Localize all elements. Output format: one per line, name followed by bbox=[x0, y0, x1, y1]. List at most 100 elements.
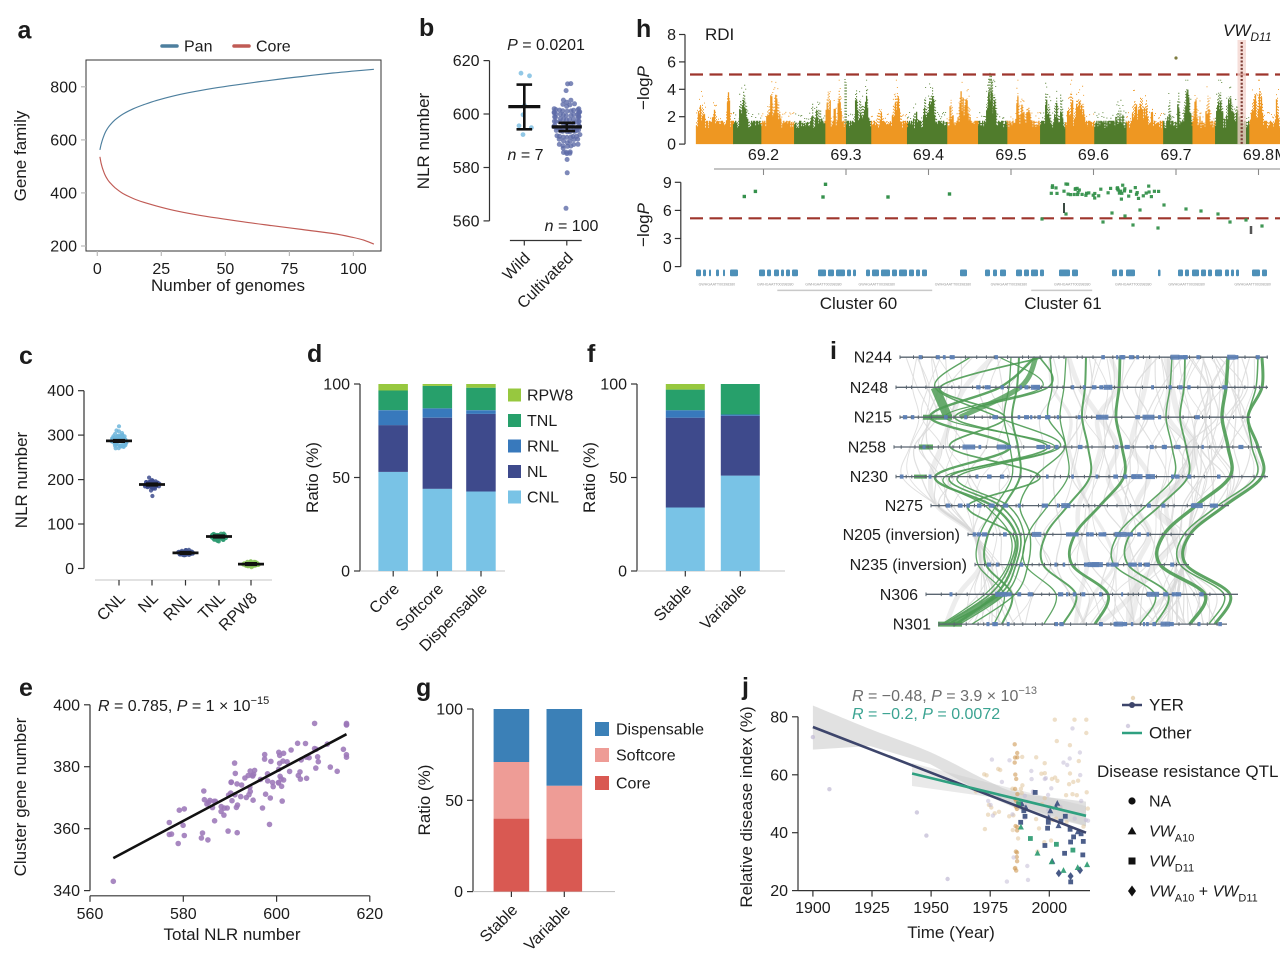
svg-text:CNL: CNL bbox=[527, 490, 559, 507]
svg-text:YER: YER bbox=[1149, 696, 1184, 715]
svg-text:h: h bbox=[636, 15, 651, 43]
svg-text:−logP: −logP bbox=[634, 202, 653, 247]
svg-text:100: 100 bbox=[47, 517, 74, 534]
svg-text:GWHGAATT00398380: GWHGAATT00398380 bbox=[859, 283, 896, 287]
svg-text:j: j bbox=[741, 673, 749, 701]
svg-text:Core: Core bbox=[256, 39, 291, 56]
svg-text:800: 800 bbox=[50, 79, 77, 96]
svg-text:100: 100 bbox=[436, 702, 463, 719]
svg-text:N258: N258 bbox=[848, 440, 886, 457]
svg-text:Core: Core bbox=[616, 776, 651, 793]
svg-text:n = 100: n = 100 bbox=[545, 218, 599, 235]
svg-text:50: 50 bbox=[445, 793, 463, 810]
svg-text:R = −0.2, P = 0.0072: R = −0.2, P = 0.0072 bbox=[852, 706, 1000, 723]
svg-text:300: 300 bbox=[47, 428, 74, 445]
svg-text:1925: 1925 bbox=[854, 900, 890, 917]
svg-text:N248: N248 bbox=[850, 380, 888, 397]
svg-text:580: 580 bbox=[453, 160, 480, 177]
svg-text:620: 620 bbox=[356, 906, 383, 923]
svg-text:340: 340 bbox=[53, 883, 80, 900]
svg-text:600: 600 bbox=[50, 132, 77, 149]
svg-text:50: 50 bbox=[609, 470, 627, 487]
svg-text:Disease resistance QTL: Disease resistance QTL bbox=[1097, 762, 1278, 781]
svg-text:NL: NL bbox=[527, 464, 548, 481]
svg-text:360: 360 bbox=[53, 821, 80, 838]
svg-text:i: i bbox=[830, 337, 837, 365]
svg-text:3: 3 bbox=[663, 231, 672, 248]
svg-text:Time (Year): Time (Year) bbox=[907, 923, 995, 942]
svg-text:Relative disease index (%): Relative disease index (%) bbox=[737, 706, 756, 907]
svg-text:69.4: 69.4 bbox=[913, 147, 944, 164]
svg-text:RNL: RNL bbox=[527, 439, 559, 456]
svg-text:RDI: RDI bbox=[705, 25, 734, 44]
svg-text:560: 560 bbox=[77, 906, 104, 923]
svg-text:69.6: 69.6 bbox=[1078, 147, 1109, 164]
svg-text:200: 200 bbox=[47, 472, 74, 489]
svg-text:VWD11: VWD11 bbox=[1149, 854, 1194, 875]
svg-text:d: d bbox=[307, 340, 322, 368]
svg-text:g: g bbox=[416, 674, 431, 702]
svg-text:600: 600 bbox=[263, 906, 290, 923]
svg-text:−logP: −logP bbox=[634, 65, 653, 110]
svg-text:Total NLR number: Total NLR number bbox=[163, 925, 300, 944]
svg-text:N215: N215 bbox=[854, 410, 892, 427]
svg-text:0: 0 bbox=[65, 561, 74, 578]
svg-text:Dispensable: Dispensable bbox=[616, 722, 704, 739]
svg-text:TNL: TNL bbox=[527, 413, 557, 430]
svg-text:400: 400 bbox=[53, 697, 80, 714]
svg-text:80: 80 bbox=[770, 709, 788, 726]
svg-text:P = 0.0201: P = 0.0201 bbox=[507, 37, 585, 54]
svg-text:69.8: 69.8 bbox=[1243, 147, 1274, 164]
svg-text:8: 8 bbox=[667, 27, 676, 44]
svg-text:Cluster 60: Cluster 60 bbox=[820, 294, 897, 313]
svg-text:N235 (inversion): N235 (inversion) bbox=[850, 557, 967, 574]
svg-text:600: 600 bbox=[453, 107, 480, 124]
svg-text:Gene family: Gene family bbox=[11, 110, 30, 201]
svg-text:Pan: Pan bbox=[184, 39, 212, 56]
svg-text:e: e bbox=[19, 674, 33, 702]
svg-text:50: 50 bbox=[332, 470, 350, 487]
svg-text:GWHGAATT00398380: GWHGAATT00398380 bbox=[1168, 283, 1205, 287]
svg-text:2000: 2000 bbox=[1032, 900, 1068, 917]
svg-text:620: 620 bbox=[453, 53, 480, 70]
svg-text:NLR number: NLR number bbox=[12, 431, 31, 528]
svg-text:0: 0 bbox=[663, 259, 672, 276]
svg-text:0: 0 bbox=[618, 564, 627, 581]
svg-text:VWD11: VWD11 bbox=[1223, 21, 1272, 44]
svg-text:VWA10 + VWD11: VWA10 + VWD11 bbox=[1149, 884, 1258, 905]
svg-text:100: 100 bbox=[323, 377, 350, 394]
svg-text:R = 0.785, P = 1 × 10−15: R = 0.785, P = 1 × 10−15 bbox=[98, 695, 269, 715]
svg-text:GWHGAATT00398380: GWHGAATT00398380 bbox=[699, 283, 736, 287]
svg-text:n = 7: n = 7 bbox=[508, 147, 544, 164]
svg-text:RPW8: RPW8 bbox=[527, 388, 573, 405]
svg-text:c: c bbox=[19, 342, 33, 370]
svg-text:GWHGAATT00398380: GWHGAATT00398380 bbox=[1234, 283, 1271, 287]
svg-text:Other: Other bbox=[1149, 724, 1192, 743]
svg-text:Cluster 61: Cluster 61 bbox=[1024, 294, 1101, 313]
svg-text:380: 380 bbox=[53, 759, 80, 776]
svg-text:40: 40 bbox=[770, 825, 788, 842]
svg-text:1900: 1900 bbox=[795, 900, 831, 917]
svg-text:M: M bbox=[1275, 147, 1280, 164]
svg-text:100: 100 bbox=[600, 377, 627, 394]
svg-text:GWHGAATT00398380: GWHGAATT00398380 bbox=[805, 283, 842, 287]
svg-text:69.2: 69.2 bbox=[748, 147, 779, 164]
svg-text:580: 580 bbox=[170, 906, 197, 923]
svg-text:VWA10: VWA10 bbox=[1149, 824, 1194, 845]
svg-text:69.3: 69.3 bbox=[830, 147, 861, 164]
svg-text:75: 75 bbox=[281, 261, 299, 278]
svg-text:NA: NA bbox=[1149, 794, 1172, 811]
svg-text:200: 200 bbox=[50, 239, 77, 256]
svg-text:GWHGAATT00398380: GWHGAATT00398380 bbox=[1054, 283, 1091, 287]
svg-text:6: 6 bbox=[667, 54, 676, 71]
svg-text:b: b bbox=[419, 14, 434, 42]
svg-text:GWHGAATT00398380: GWHGAATT00398380 bbox=[757, 283, 794, 287]
svg-text:N205 (inversion): N205 (inversion) bbox=[843, 527, 960, 544]
svg-text:50: 50 bbox=[217, 261, 235, 278]
svg-text:0: 0 bbox=[454, 884, 463, 901]
svg-text:400: 400 bbox=[47, 383, 74, 400]
svg-text:NLR number: NLR number bbox=[414, 92, 433, 189]
svg-text:Cluster gene number: Cluster gene number bbox=[11, 717, 30, 876]
svg-text:Ratio (%): Ratio (%) bbox=[580, 442, 599, 513]
svg-text:2: 2 bbox=[667, 109, 676, 126]
